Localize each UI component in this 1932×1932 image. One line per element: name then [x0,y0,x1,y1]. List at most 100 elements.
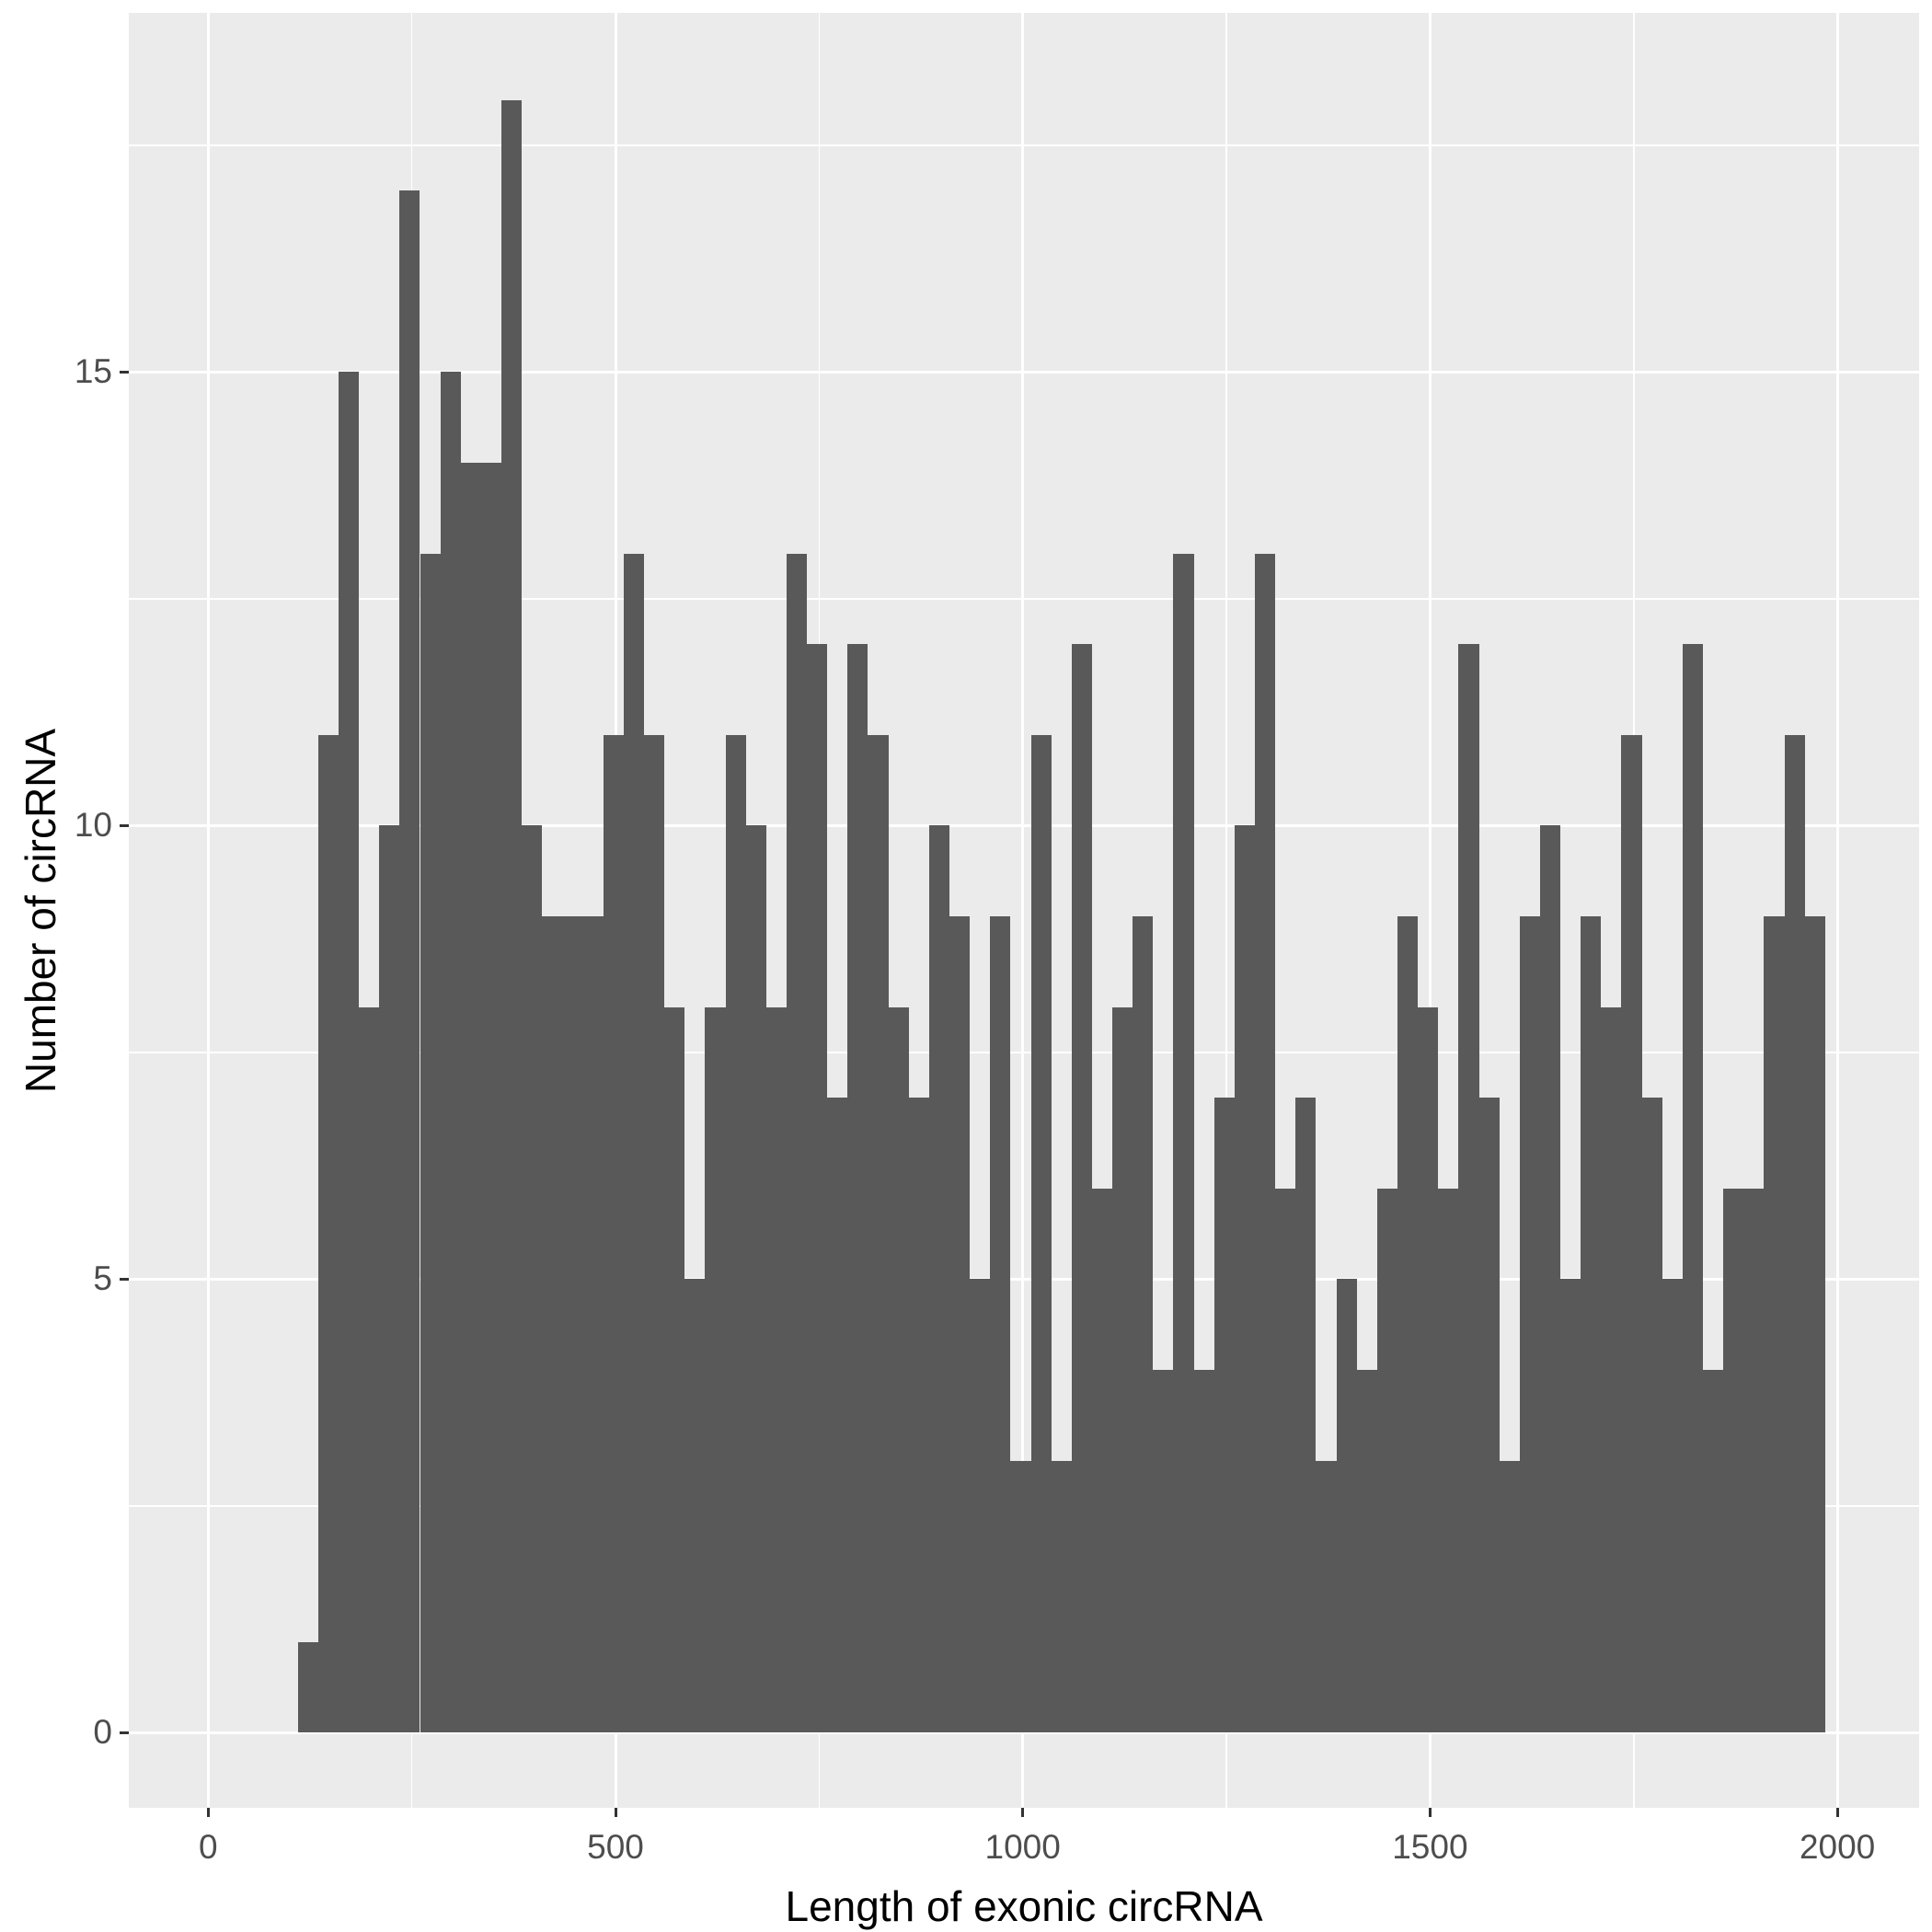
x-axis-title: Length of exonic circRNA [785,1882,1263,1930]
histogram-bar [1133,916,1154,1733]
x-tick-label: 0 [199,1828,218,1866]
histogram-bar [827,1098,848,1733]
histogram-bar [1703,1370,1724,1733]
histogram-bar [1743,1188,1765,1733]
histogram-bar [1376,1188,1397,1733]
histogram-bar [359,1006,380,1733]
x-tick-mark [1835,1808,1839,1817]
histogram-bar [1071,644,1092,1733]
histogram-bar [949,916,971,1733]
histogram-bar [1458,644,1479,1733]
histogram-bar [1193,1370,1214,1733]
histogram-bar [297,1641,318,1733]
histogram-bar [1499,1460,1520,1733]
histogram-bar [1784,734,1805,1733]
histogram-bar [440,372,461,1733]
histogram-bar [1641,1098,1662,1733]
histogram-bar [847,644,868,1733]
histogram-bar [420,553,441,1733]
histogram-bar [745,825,766,1733]
histogram-bar [1234,825,1256,1733]
histogram-bar [1255,553,1276,1733]
histogram-bar [725,734,746,1733]
histogram-bar [338,372,360,1733]
y-tick-label: 5 [93,1259,112,1298]
histogram-bar [1030,734,1052,1733]
histogram-bar [1723,1188,1744,1733]
histogram-bar [1478,1098,1500,1733]
histogram-bar [562,916,583,1733]
y-tick-label: 0 [93,1713,112,1752]
y-tick-label: 15 [74,352,112,391]
histogram-bar [582,916,604,1733]
x-tick-label: 500 [587,1828,644,1866]
gridline-x-minor [1225,13,1227,1808]
histogram-bar [501,99,523,1733]
histogram-bar [522,825,543,1733]
histogram-bar [460,463,481,1733]
gridline-x-major [206,13,210,1808]
histogram-bar [379,825,400,1733]
y-tick-mark [120,823,129,827]
histogram-bar [868,734,889,1733]
histogram-bar [1621,734,1642,1733]
histogram-bar [990,916,1011,1733]
histogram-bar [1153,1370,1174,1733]
histogram-bar [1682,644,1703,1733]
histogram-bar [1438,1188,1459,1733]
x-tick-label: 2000 [1799,1828,1876,1866]
histogram-bar [1316,1460,1337,1733]
histogram-bar [1418,1006,1439,1733]
gridline-x-major [1428,13,1432,1808]
histogram-bar [908,1098,929,1733]
histogram-bar [480,463,502,1733]
histogram-bar [928,825,949,1733]
histogram-bar [888,1006,909,1733]
histogram-bar [603,734,624,1733]
histogram-bar [1173,553,1194,1733]
histogram-bar [1112,1006,1133,1733]
histogram-bar [643,734,665,1733]
x-tick-label: 1000 [984,1828,1061,1866]
histogram-bar [1764,916,1785,1733]
x-tick-mark [614,1808,617,1817]
histogram-bar [1581,916,1602,1733]
histogram-bar [1539,825,1561,1733]
histogram-bar [1662,1279,1683,1733]
histogram-bar [623,553,644,1733]
histogram-bar [1051,1460,1072,1733]
histogram-bar [399,190,420,1733]
histogram-bar [664,1006,685,1733]
histogram-bar [1091,1188,1113,1733]
histogram-bar [1804,916,1825,1733]
histogram-bar [807,644,828,1733]
y-tick-mark [120,1277,129,1281]
x-tick-label: 1500 [1392,1828,1468,1866]
y-tick-mark [120,370,129,374]
gridline-x-major [1021,13,1025,1808]
histogram-bar [1275,1188,1296,1733]
x-tick-mark [206,1808,210,1817]
histogram-bar [1397,916,1419,1733]
histogram-bar [705,1006,726,1733]
x-tick-mark [1021,1808,1025,1817]
histogram-bar [1356,1370,1377,1733]
histogram-bar [970,1279,991,1733]
y-axis-title: Number of circRNA [17,728,64,1093]
histogram-bar [765,1006,787,1733]
histogram-bar [1560,1279,1581,1733]
gridline-x-major [1835,13,1839,1808]
histogram-bar [684,1279,706,1733]
histogram-bar [1336,1279,1357,1733]
histogram-bar [1601,1006,1622,1733]
x-tick-mark [1428,1808,1432,1817]
y-tick-label: 10 [74,806,112,845]
histogram-bar [317,734,339,1733]
histogram-bar [786,553,808,1733]
histogram-bar [1010,1460,1031,1733]
histogram-bar [542,916,563,1733]
histogram-bar [1519,916,1540,1733]
histogram-bar [1213,1098,1235,1733]
histogram-bar [1295,1098,1317,1733]
